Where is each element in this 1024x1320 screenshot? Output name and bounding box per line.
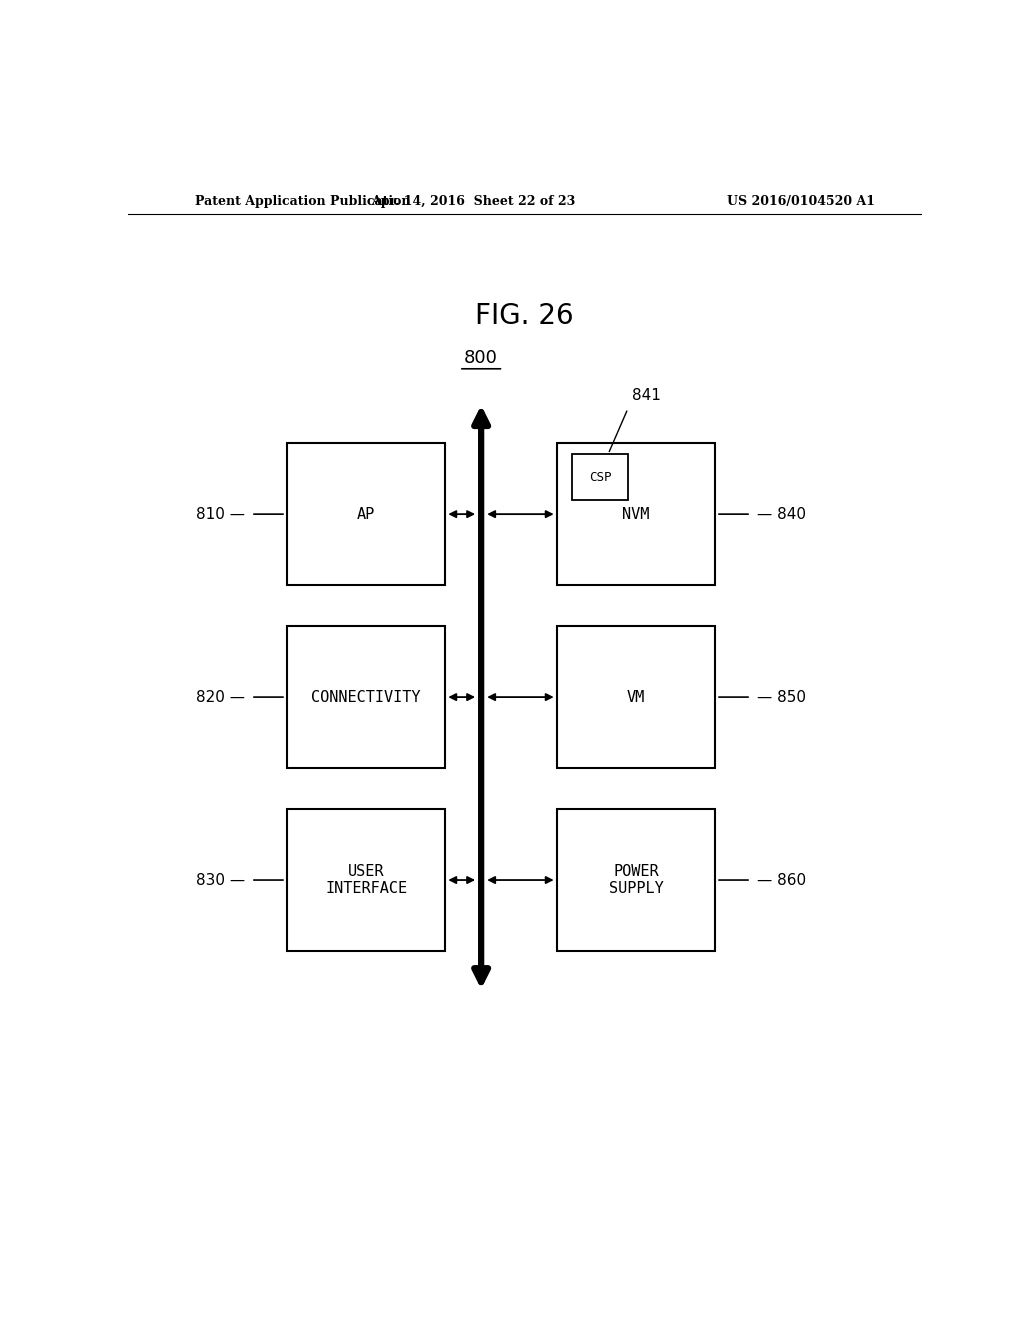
- Text: VM: VM: [627, 689, 645, 705]
- Text: — 860: — 860: [757, 873, 806, 887]
- Bar: [572, 454, 628, 500]
- Text: — 840: — 840: [757, 507, 806, 521]
- Text: POWER
SUPPLY: POWER SUPPLY: [608, 863, 664, 896]
- Text: 830 —: 830 —: [197, 873, 246, 887]
- Text: Apr. 14, 2016  Sheet 22 of 23: Apr. 14, 2016 Sheet 22 of 23: [371, 194, 575, 207]
- Text: — 850: — 850: [757, 689, 806, 705]
- Text: 810 —: 810 —: [197, 507, 246, 521]
- Bar: [287, 626, 445, 768]
- Bar: [287, 809, 445, 952]
- Text: Patent Application Publication: Patent Application Publication: [196, 194, 411, 207]
- Text: FIG. 26: FIG. 26: [475, 302, 574, 330]
- Text: CONNECTIVITY: CONNECTIVITY: [311, 689, 421, 705]
- Bar: [557, 809, 716, 952]
- Text: USER
INTERFACE: USER INTERFACE: [325, 863, 408, 896]
- Bar: [557, 626, 716, 768]
- Text: CSP: CSP: [589, 470, 611, 483]
- Bar: [557, 444, 716, 585]
- Text: US 2016/0104520 A1: US 2016/0104520 A1: [727, 194, 876, 207]
- Text: AP: AP: [357, 507, 375, 521]
- Text: 800: 800: [464, 348, 498, 367]
- Bar: [287, 444, 445, 585]
- Text: 841: 841: [632, 388, 660, 404]
- Text: NVM: NVM: [623, 507, 649, 521]
- Text: 820 —: 820 —: [197, 689, 246, 705]
